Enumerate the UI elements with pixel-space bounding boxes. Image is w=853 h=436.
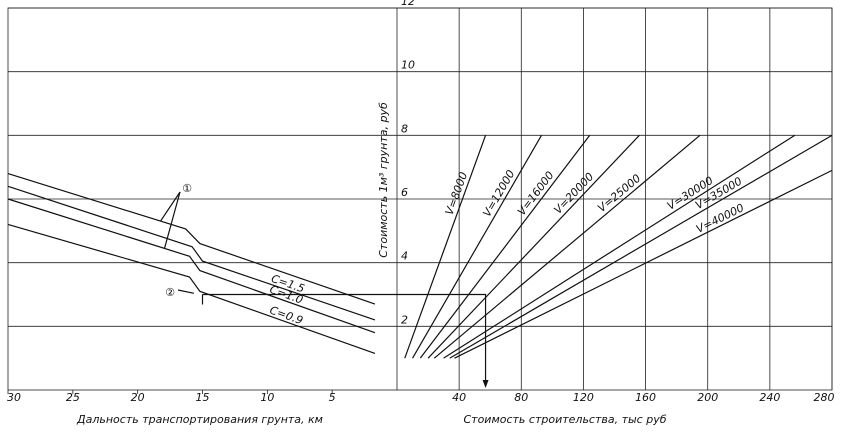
series-label: V=12000: [480, 168, 517, 219]
series-line: [443, 134, 796, 359]
leader-line: [160, 191, 181, 222]
x-tick-label: 15: [196, 391, 210, 404]
x-tick-label: 25: [66, 391, 80, 404]
y-tick-label: 12: [401, 0, 415, 8]
series-line: [404, 135, 487, 359]
x-tick-label: 30: [7, 391, 21, 404]
leader-line: [163, 191, 181, 249]
x-tick-label: 280: [814, 391, 835, 404]
x-tick-label: 120: [573, 391, 594, 404]
x-tick-label: 40: [452, 391, 466, 404]
series-label: V=8000: [443, 170, 470, 217]
series-line: [7, 185, 376, 321]
series-line: [7, 172, 376, 305]
annotation: ②: [165, 286, 175, 299]
y-tick-label: 10: [401, 59, 415, 72]
y-tick-label: 8: [401, 122, 408, 135]
x-axis-label-left: Дальность транспортирования грунта, км: [76, 413, 323, 426]
y-tick-label: 4: [401, 250, 408, 263]
series-line: [7, 198, 376, 334]
series-label: V=25000: [595, 172, 643, 215]
y-tick-label: 2: [401, 313, 408, 326]
series-line: [427, 134, 640, 359]
x-tick-label: 200: [697, 391, 718, 404]
guide-line: [202, 293, 487, 384]
x-tick-label: 160: [635, 391, 656, 404]
annotation: ①: [182, 182, 192, 195]
y-axis-label: Стоимость 1м³ грунта, руб: [377, 102, 390, 258]
series-line: [7, 223, 376, 354]
series-label: C=0.9: [268, 304, 305, 328]
x-tick-label: 5: [329, 391, 336, 404]
series-line: [433, 134, 701, 359]
leader-line: [177, 289, 195, 294]
x-tick-label: 20: [131, 391, 145, 404]
x-tick-label: 240: [759, 391, 780, 404]
series-line: [419, 134, 591, 359]
series-line: [454, 169, 833, 359]
x-tick-label: 80: [514, 391, 528, 404]
x-tick-label: 10: [260, 391, 274, 404]
y-tick-label: 6: [401, 186, 408, 199]
series-line: [412, 135, 543, 359]
series-line: [449, 134, 833, 359]
arrow-head: [482, 380, 489, 388]
x-axis-label-right: Стоимость строительства, тыс руб: [463, 413, 666, 426]
